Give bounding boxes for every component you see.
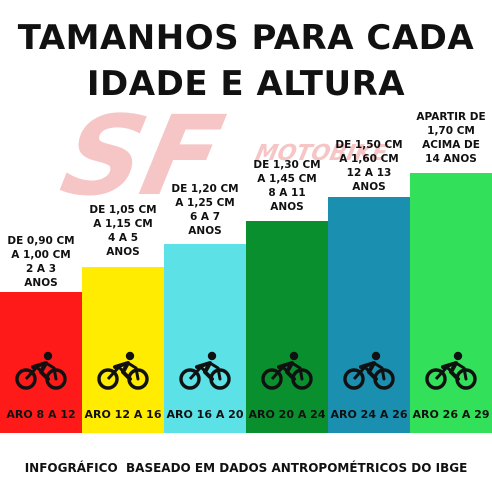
- size-description-line: ANOS: [352, 181, 386, 193]
- size-description-line: 8 A 11: [268, 187, 306, 199]
- size-description-line: 4 A 5: [107, 232, 139, 244]
- size-bar: [164, 244, 246, 433]
- size-bar: [328, 197, 410, 433]
- size-description: DE 1,30 CM A 1,45 CM 8 A 11 ANOS: [245, 158, 329, 214]
- size-description-line: DE 1,05 CM: [89, 204, 157, 216]
- size-description-line: ACIMA DE: [422, 139, 480, 151]
- size-description-line: A 1,60 CM: [339, 153, 399, 165]
- size-description-line: A 1,15 CM: [93, 218, 153, 230]
- size-bar: [410, 173, 492, 433]
- size-description: APARTIR DE 1,70 CM ACIMA DE 14 ANOS: [409, 110, 492, 166]
- size-description-line: ANOS: [106, 246, 140, 258]
- size-description-line: DE 0,90 CM: [7, 235, 75, 247]
- size-description-line: DE 1,50 CM: [335, 139, 403, 151]
- size-description-line: A 1,45 CM: [257, 173, 317, 185]
- size-bar: [246, 221, 328, 433]
- title-line-2: IDADE E ALTURA: [86, 64, 406, 104]
- size-description-line: ANOS: [24, 277, 58, 289]
- size-description-line: A 1,00 CM: [11, 249, 71, 261]
- size-description-line: 2 A 3: [25, 263, 57, 275]
- size-description: DE 0,90 CM A 1,00 CM 2 A 3 ANOS: [0, 234, 83, 290]
- size-description: DE 1,20 CM A 1,25 CM 6 A 7 ANOS: [163, 182, 247, 238]
- size-description-line: 14 ANOS: [425, 153, 477, 165]
- cyclist-icon: [343, 350, 395, 390]
- rim-size-label: ARO 26 A 29: [412, 408, 490, 421]
- rim-size-label: ARO 12 A 16: [84, 408, 162, 421]
- title-line-1: TAMANHOS PARA CADA: [17, 18, 475, 58]
- cyclist-icon: [261, 350, 313, 390]
- size-description-line: 6 A 7: [189, 211, 221, 223]
- rim-size-label: ARO 16 A 20: [166, 408, 244, 421]
- cyclist-icon: [179, 350, 231, 390]
- cyclist-icon: [97, 350, 149, 390]
- footer-note: INFOGRÁFICO BASEADO EM DADOS ANTROPOMÉTR…: [24, 461, 468, 475]
- size-description: DE 1,05 CM A 1,15 CM 4 A 5 ANOS: [81, 203, 165, 259]
- size-description-line: ANOS: [188, 225, 222, 237]
- size-description-line: 12 A 13: [346, 167, 392, 179]
- size-bar: [82, 267, 164, 433]
- cyclist-icon: [15, 350, 67, 390]
- cyclist-icon: [425, 350, 477, 390]
- size-description-line: 1,70 CM: [427, 125, 475, 137]
- rim-size-label: ARO 20 A 24: [248, 408, 326, 421]
- size-description-line: A 1,25 CM: [175, 197, 235, 209]
- size-description-line: ANOS: [270, 201, 304, 213]
- rim-size-label: ARO 8 A 12: [6, 408, 76, 421]
- size-description-line: DE 1,20 CM: [171, 183, 239, 195]
- size-description: DE 1,50 CM A 1,60 CM 12 A 13 ANOS: [327, 138, 411, 194]
- size-description-line: DE 1,30 CM: [253, 159, 321, 171]
- rim-size-label: ARO 24 A 26: [330, 408, 408, 421]
- size-description-line: APARTIR DE: [416, 111, 486, 123]
